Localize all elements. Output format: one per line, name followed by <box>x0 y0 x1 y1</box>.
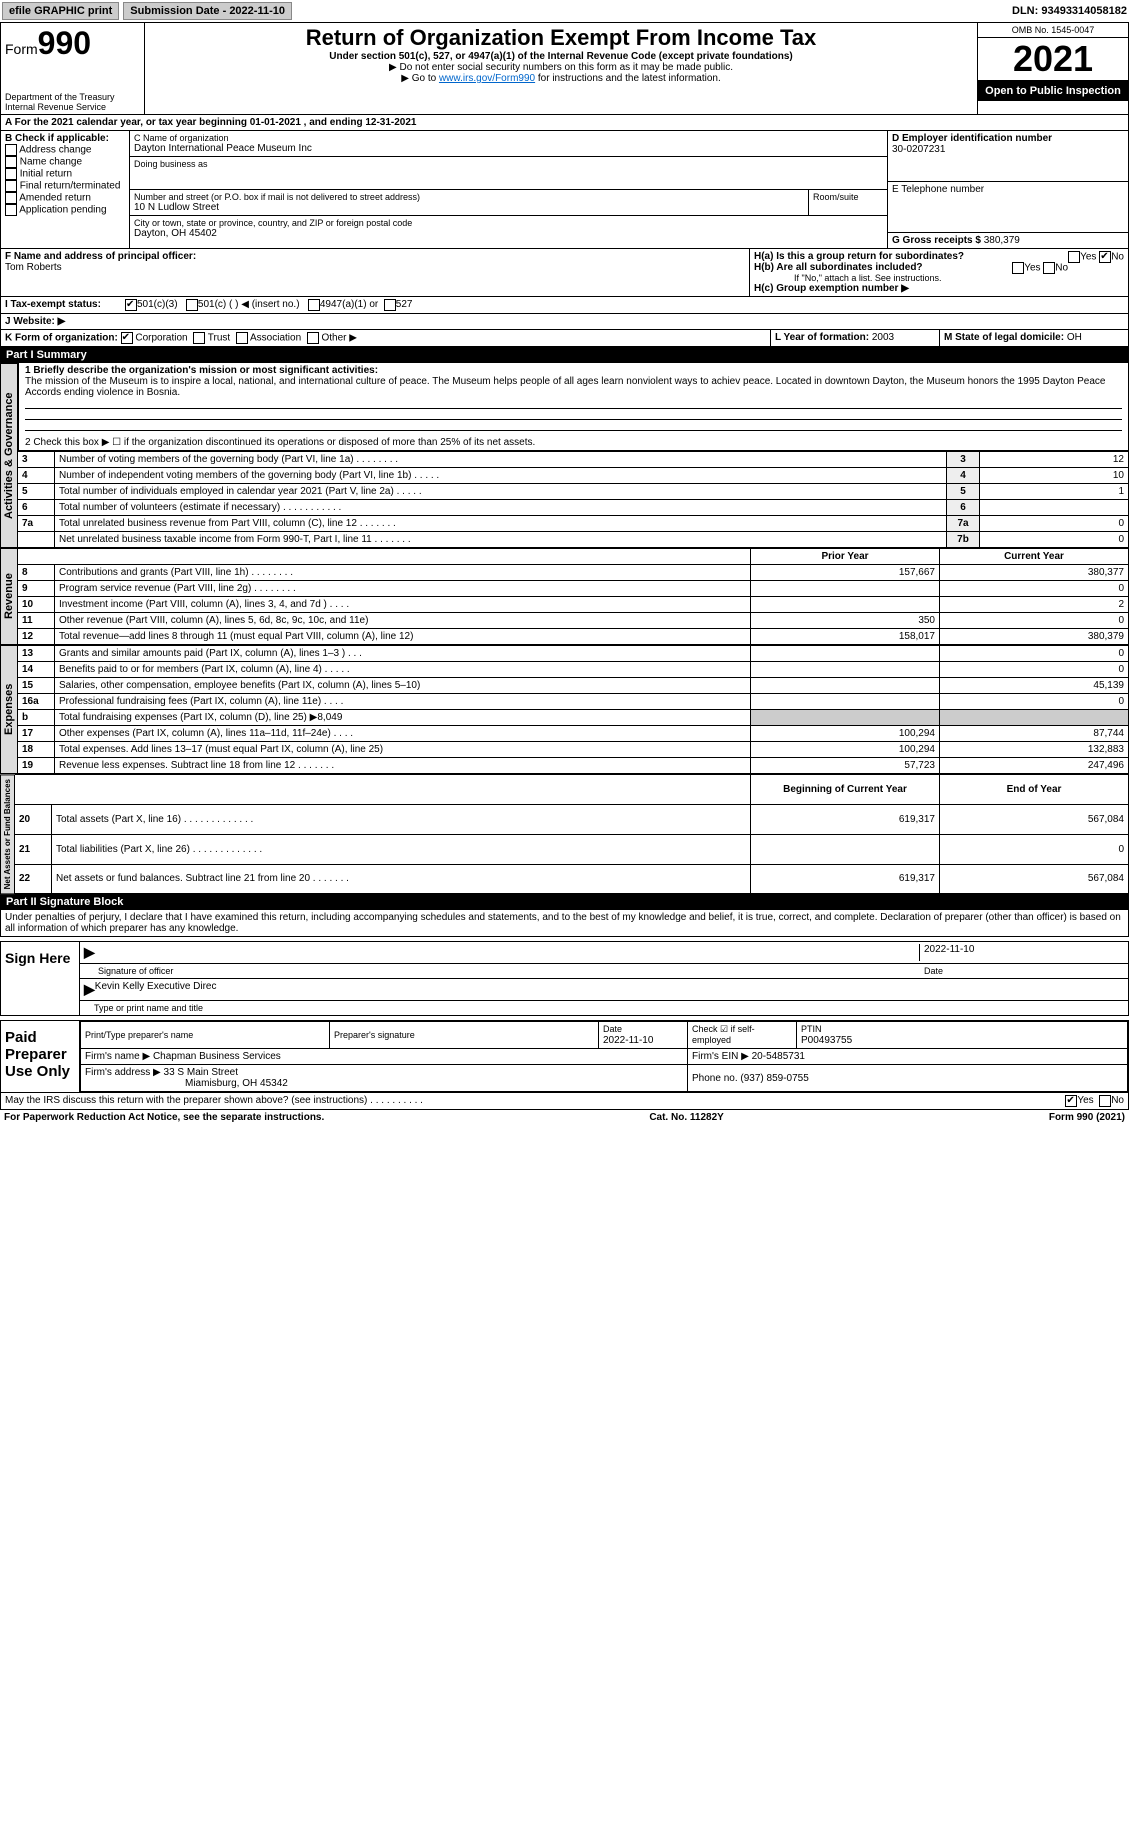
efile-badge: efile GRAPHIC print <box>2 2 119 20</box>
form-title: Return of Organization Exempt From Incom… <box>149 25 973 51</box>
trust-checkbox[interactable] <box>193 332 205 344</box>
paid-prep-label: Paid Preparer Use Only <box>1 1021 80 1092</box>
org-info-block: B Check if applicable: Address change Na… <box>0 131 1129 249</box>
cat-no: Cat. No. 11282Y <box>649 1112 723 1123</box>
officer-printed-name: Kevin Kelly Executive Direc <box>95 981 217 998</box>
date-label: Date <box>920 966 1124 976</box>
box-b-option: Address change <box>5 144 125 156</box>
room-label: Room/suite <box>813 192 883 202</box>
dept-label: Department of the Treasury <box>5 92 140 102</box>
501c3-checkbox[interactable] <box>125 299 137 311</box>
sig-officer-label: Signature of officer <box>84 966 920 976</box>
type-name-label: Type or print name and title <box>80 1001 1128 1015</box>
declaration: Under penalties of perjury, I declare th… <box>0 910 1129 937</box>
h-c: H(c) Group exemption number ▶ <box>754 283 1124 294</box>
sign-here-section: Sign Here ▶ 2022-11-10 Signature of offi… <box>0 941 1129 1016</box>
discuss-yes-checkbox[interactable] <box>1065 1095 1077 1107</box>
dba-label: Doing business as <box>134 159 883 169</box>
arrow-icon: ▶ <box>84 981 95 998</box>
website-row: J Website: ▶ <box>0 314 1129 330</box>
dln: DLN: 93493314058182 <box>1012 5 1127 17</box>
net-section: Net Assets or Fund Balances bBeginning o… <box>0 774 1129 894</box>
officer-group-block: F Name and address of principal officer:… <box>0 249 1129 297</box>
ein-label: D Employer identification number <box>892 133 1124 144</box>
part2-header: Part II Signature Block <box>0 894 1129 910</box>
expenses-section: Expenses 13Grants and similar amounts pa… <box>0 645 1129 774</box>
part1-header: Part I Summary <box>0 347 1129 363</box>
expenses-table: 13Grants and similar amounts paid (Part … <box>18 645 1129 774</box>
box-b-option: Application pending <box>5 204 125 216</box>
tax-period: A For the 2021 calendar year, or tax yea… <box>0 115 1129 131</box>
h-b-note: If "No," attach a list. See instructions… <box>754 273 1124 283</box>
4947-checkbox[interactable] <box>308 299 320 311</box>
revenue-section: Revenue bPrior YearCurrent Year8Contribu… <box>0 548 1129 645</box>
paid-preparer-section: Paid Preparer Use Only Print/Type prepar… <box>0 1020 1129 1093</box>
addr-label: Number and street (or P.O. box if mail i… <box>134 192 804 202</box>
tax-exempt-row: I Tax-exempt status: 501(c)(3) 501(c) ( … <box>0 297 1129 314</box>
org-name: Dayton International Peace Museum Inc <box>134 143 883 154</box>
other-checkbox[interactable] <box>307 332 319 344</box>
submission-date-button[interactable]: Submission Date - 2022-11-10 <box>123 2 292 20</box>
discuss-no-checkbox[interactable] <box>1099 1095 1111 1107</box>
form-footer: Form 990 (2021) <box>1049 1112 1125 1123</box>
hb-no-checkbox[interactable] <box>1043 262 1055 274</box>
governance-table: 3Number of voting members of the governi… <box>18 451 1129 548</box>
part1-body: Activities & Governance 1 Briefly descri… <box>0 363 1129 548</box>
subtitle-3: ▶ Go to www.irs.gov/Form990 for instruct… <box>149 73 973 84</box>
line1-label: 1 Briefly describe the organization's mi… <box>25 365 1122 376</box>
h-b: H(b) Are all subordinates included? Yes … <box>754 262 1124 273</box>
form-org-row: K Form of organization: Corporation Trus… <box>0 330 1129 347</box>
phone-label: E Telephone number <box>892 184 1124 195</box>
ha-yes-checkbox[interactable] <box>1068 251 1080 263</box>
preparer-table: Print/Type preparer's name Preparer's si… <box>80 1021 1128 1092</box>
officer-label: F Name and address of principal officer: <box>5 251 745 262</box>
ein-value: 30-0207231 <box>892 144 1124 155</box>
pra-notice: For Paperwork Reduction Act Notice, see … <box>4 1112 324 1123</box>
open-inspection-badge: Open to Public Inspection <box>978 81 1128 101</box>
line2: 2 Check this box ▶ ☐ if the organization… <box>25 437 1122 448</box>
gov-tab: Activities & Governance <box>0 363 18 548</box>
hb-yes-checkbox[interactable] <box>1012 262 1024 274</box>
mission-text: The mission of the Museum is to inspire … <box>25 376 1122 398</box>
gross-receipts-label: G Gross receipts $ <box>892 235 981 246</box>
subtitle-1: Under section 501(c), 527, or 4947(a)(1)… <box>149 51 973 62</box>
corp-checkbox[interactable] <box>121 332 133 344</box>
ha-no-checkbox[interactable] <box>1099 251 1111 263</box>
box-b-option: Final return/terminated <box>5 180 125 192</box>
form-number: Form990 <box>5 25 140 62</box>
501c-checkbox[interactable] <box>186 299 198 311</box>
omb-number: OMB No. 1545-0047 <box>978 23 1128 38</box>
box-b-options: Address change Name change Initial retur… <box>5 144 125 216</box>
assoc-checkbox[interactable] <box>236 332 248 344</box>
net-table: bBeginning of Current YearEnd of Year20T… <box>15 774 1129 894</box>
officer-name: Tom Roberts <box>5 262 745 273</box>
box-b-option: Name change <box>5 156 125 168</box>
exp-tab: Expenses <box>0 645 18 774</box>
net-tab: Net Assets or Fund Balances <box>0 774 15 894</box>
revenue-table: bPrior YearCurrent Year8Contributions an… <box>18 548 1129 645</box>
arrow-icon: ▶ <box>84 944 95 961</box>
527-checkbox[interactable] <box>384 299 396 311</box>
sign-here-label: Sign Here <box>1 942 80 1015</box>
box-b-title: B Check if applicable: <box>5 133 125 144</box>
irs-label: Internal Revenue Service <box>5 102 140 112</box>
gross-receipts-value: 380,379 <box>984 235 1020 246</box>
city-value: Dayton, OH 45402 <box>134 228 883 239</box>
top-bar: efile GRAPHIC print Submission Date - 20… <box>0 0 1129 22</box>
org-name-label: C Name of organization <box>134 133 883 143</box>
rev-tab: Revenue <box>0 548 18 645</box>
sig-date: 2022-11-10 <box>919 944 1124 961</box>
subtitle-2: ▶ Do not enter social security numbers o… <box>149 62 973 73</box>
h-a: H(a) Is this a group return for subordin… <box>754 251 1124 262</box>
irs-link[interactable]: www.irs.gov/Form990 <box>439 73 535 84</box>
box-b-option: Amended return <box>5 192 125 204</box>
form-header: Form990 Department of the Treasury Inter… <box>0 22 1129 115</box>
city-label: City or town, state or province, country… <box>134 218 883 228</box>
addr-value: 10 N Ludlow Street <box>134 202 804 213</box>
box-b-option: Initial return <box>5 168 125 180</box>
footer: For Paperwork Reduction Act Notice, see … <box>0 1110 1129 1125</box>
discuss-row: May the IRS discuss this return with the… <box>0 1093 1129 1110</box>
tax-year: 2021 <box>978 38 1128 81</box>
